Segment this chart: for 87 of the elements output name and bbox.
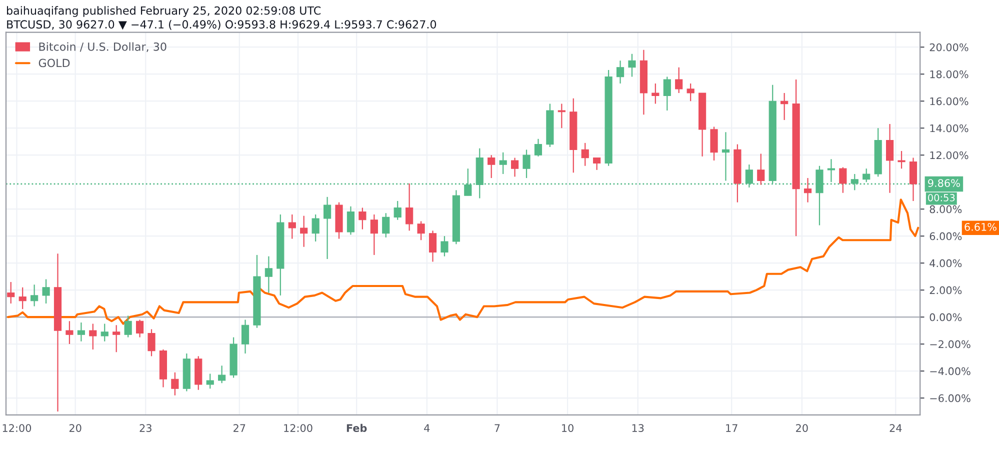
candlestick — [382, 212, 390, 238]
y-tick-label: 20.00% — [930, 43, 968, 52]
candlestick — [488, 154, 496, 179]
candlestick — [616, 60, 624, 84]
candlestick — [264, 256, 272, 294]
candlestick — [312, 214, 320, 242]
candlestick — [652, 83, 660, 104]
y-tick-label: −2.00% — [930, 340, 970, 348]
x-tick-label: 7 — [494, 424, 500, 432]
candlestick — [593, 157, 601, 170]
y-tick-label: −4.00% — [930, 367, 970, 376]
candlestick — [909, 157, 918, 202]
candlestick — [18, 286, 26, 310]
chart-subtitle: BTCUSD, 30 9627.0 ▼ −47.1 (−0.49%) O:9593.8 H:9629.4 L:9593.7 C:9627.0 — [7, 20, 436, 30]
x-tick-label: 13 — [632, 424, 644, 432]
y-tick-label: 16.00% — [930, 97, 968, 106]
candlestick — [124, 315, 132, 338]
candlestick — [534, 138, 542, 157]
candlestick — [89, 323, 97, 350]
candlestick — [862, 168, 870, 183]
candlestick — [898, 150, 906, 170]
candlestick — [406, 182, 414, 232]
x-tick-label: 10 — [562, 424, 574, 432]
candlestick — [323, 196, 332, 260]
legend-label: Bitcoin / U.S. Dollar, 30 — [39, 42, 166, 52]
x-tick-label: 20 — [796, 424, 808, 432]
x-tick-label: 17 — [726, 424, 738, 432]
x-tick-label: 23 — [140, 424, 152, 432]
legend-label: GOLD — [38, 58, 70, 68]
y-tick-label: 14.00% — [930, 124, 968, 132]
y-tick-label: 18.00% — [930, 70, 968, 78]
candlestick — [558, 103, 566, 129]
candlestick — [628, 53, 636, 78]
x-tick-label: 20 — [69, 424, 82, 432]
candlestick — [522, 149, 530, 179]
candlestick — [417, 220, 425, 241]
candlestick — [136, 319, 144, 338]
candlestick — [440, 236, 448, 257]
candlestick — [241, 319, 250, 354]
candlestick — [804, 177, 812, 203]
text: 6.61% — [964, 222, 996, 231]
y-tick-label: 4.00% — [930, 259, 962, 268]
candlestick — [30, 284, 38, 307]
x-tick-label: 12:00 — [284, 424, 312, 432]
y-tick-label: 8.00% — [930, 205, 962, 214]
candlestick — [358, 207, 366, 230]
x-tick-label: 12:00 — [2, 424, 32, 432]
candlestick — [839, 166, 847, 194]
candlestick — [428, 230, 437, 262]
x-tick-label: 4 — [424, 424, 430, 432]
candlestick — [394, 200, 402, 220]
candlestick — [218, 365, 226, 384]
candlestick — [710, 126, 718, 162]
candlestick — [171, 372, 179, 396]
candlestick — [581, 142, 589, 166]
candlestick — [206, 373, 214, 390]
candlestick — [7, 281, 15, 304]
chart-title: baihuaqifang published February 25, 2020 02:59:08 UTC — [7, 6, 321, 17]
x-tick-label: 27 — [234, 424, 246, 432]
candlestick — [780, 92, 788, 121]
candlestick — [42, 278, 50, 304]
ref-line-label: 9.86% — [928, 179, 960, 187]
candlestick — [100, 323, 108, 342]
x-tick-label: Feb — [346, 424, 367, 432]
candlestick — [288, 214, 296, 240]
candlestick — [722, 132, 730, 182]
candlestick — [77, 322, 85, 342]
y-tick-label: 6.00% — [930, 232, 962, 240]
candlestick — [499, 152, 507, 175]
candlestick — [148, 328, 156, 357]
y-tick-label: 2.00% — [930, 286, 962, 294]
candlestick — [66, 320, 74, 345]
y-tick-label: −6.00% — [930, 394, 970, 402]
candlestick — [346, 206, 355, 236]
candlestick — [686, 83, 694, 102]
candlestick — [663, 76, 671, 112]
candlestick — [757, 153, 765, 186]
candlestick — [511, 157, 519, 178]
candlestick — [675, 66, 683, 94]
candlestick — [112, 324, 120, 353]
text: 00:53 — [928, 194, 955, 202]
candlestick — [300, 215, 308, 248]
candlestick — [370, 214, 378, 256]
y-tick-label: 0.00% — [930, 313, 962, 322]
y-tick-label: 12.00% — [930, 151, 968, 160]
candlestick — [886, 123, 894, 194]
x-tick-label: 24 — [890, 424, 902, 432]
